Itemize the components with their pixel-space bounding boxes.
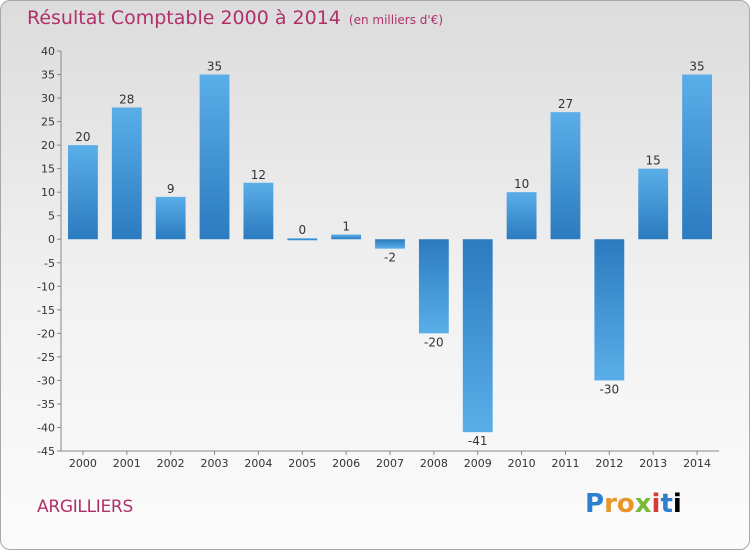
x-tick-label: 2010 <box>508 457 536 470</box>
bar-2000 <box>68 145 98 240</box>
bar-2014 <box>682 74 712 240</box>
y-tick-label: -35 <box>37 398 55 411</box>
y-tick-label: 15 <box>41 163 55 176</box>
data-label-2002: 9 <box>167 182 175 196</box>
bar-2009 <box>462 239 493 433</box>
y-tick-label: -40 <box>37 421 55 434</box>
data-label-2009: -41 <box>468 434 488 448</box>
y-tick-label: 30 <box>41 92 55 105</box>
bar-2006 <box>331 234 362 240</box>
x-tick-label: 2006 <box>332 457 360 470</box>
y-tick-label: 10 <box>41 186 55 199</box>
commune-name: ARGILLIERS <box>37 497 133 517</box>
data-label-2011: 27 <box>558 97 573 111</box>
bar-2002 <box>155 196 186 240</box>
x-tick-label: 2009 <box>464 457 492 470</box>
y-tick-label: -15 <box>37 304 55 317</box>
x-tick-label: 2003 <box>201 457 229 470</box>
data-label-2012: -30 <box>600 382 620 396</box>
chart-axes: 4035302520151050-5-10-15-20-25-30-35-40-… <box>37 45 719 470</box>
data-label-2007: -2 <box>384 251 396 265</box>
y-tick-label: -20 <box>37 327 55 340</box>
x-tick-label: 2007 <box>376 457 404 470</box>
chart-title-text: Résultat Comptable 2000 à 2014 <box>27 7 341 29</box>
y-tick-label: 0 <box>48 233 55 246</box>
data-label-2001: 28 <box>119 92 134 106</box>
chart-subtitle: (en milliers d'€) <box>348 13 444 27</box>
x-tick-label: 2000 <box>69 457 97 470</box>
y-tick-label: -45 <box>37 445 55 458</box>
x-tick-label: 2001 <box>113 457 141 470</box>
bar-2008 <box>418 239 449 334</box>
bar-2001 <box>111 107 142 240</box>
y-tick-label: 40 <box>41 45 55 58</box>
bar-2013 <box>638 168 669 240</box>
x-tick-label: 2013 <box>639 457 667 470</box>
y-tick-label: -30 <box>37 374 55 387</box>
y-tick-label: 35 <box>41 69 55 82</box>
data-label-2006: 1 <box>342 220 350 234</box>
y-tick-label: 25 <box>41 116 55 129</box>
y-tick-label: -5 <box>44 257 55 270</box>
data-label-2008: -20 <box>424 335 444 349</box>
x-tick-label: 2008 <box>420 457 448 470</box>
bar-2012 <box>594 239 625 381</box>
bar-2010 <box>506 192 537 240</box>
y-tick-label: -25 <box>37 351 55 364</box>
y-tick-label: -10 <box>37 280 55 293</box>
chart-title: Résultat Comptable 2000 à 2014 (en millie… <box>27 7 443 29</box>
bar-2007 <box>375 239 405 249</box>
x-tick-label: 2005 <box>288 457 316 470</box>
chart-bars <box>68 74 712 433</box>
data-label-2000: 20 <box>75 130 90 144</box>
bar-2011 <box>550 112 581 240</box>
chart-data-labels: 20 28 9 35 12 0 1 -2 -20 -41 10 27 -30 15 35 <box>75 60 704 449</box>
x-tick-label: 2011 <box>551 457 579 470</box>
bar-2005 <box>287 238 318 241</box>
data-label-2014: 35 <box>689 60 704 74</box>
x-tick-label: 2012 <box>595 457 623 470</box>
data-label-2004: 12 <box>251 168 266 182</box>
bar-2003 <box>199 74 230 240</box>
y-tick-label: 20 <box>41 139 55 152</box>
data-label-2010: 10 <box>514 177 529 191</box>
y-tick-label: 5 <box>48 210 55 223</box>
x-tick-label: 2002 <box>157 457 185 470</box>
proxiti-logo[interactable]: Proxiti <box>585 489 682 519</box>
data-label-2005: 0 <box>298 223 306 237</box>
bar-2004 <box>243 182 274 240</box>
x-tick-label: 2014 <box>683 457 711 470</box>
x-tick-label: 2004 <box>244 457 272 470</box>
data-label-2003: 35 <box>207 60 222 74</box>
data-label-2013: 15 <box>646 154 661 168</box>
